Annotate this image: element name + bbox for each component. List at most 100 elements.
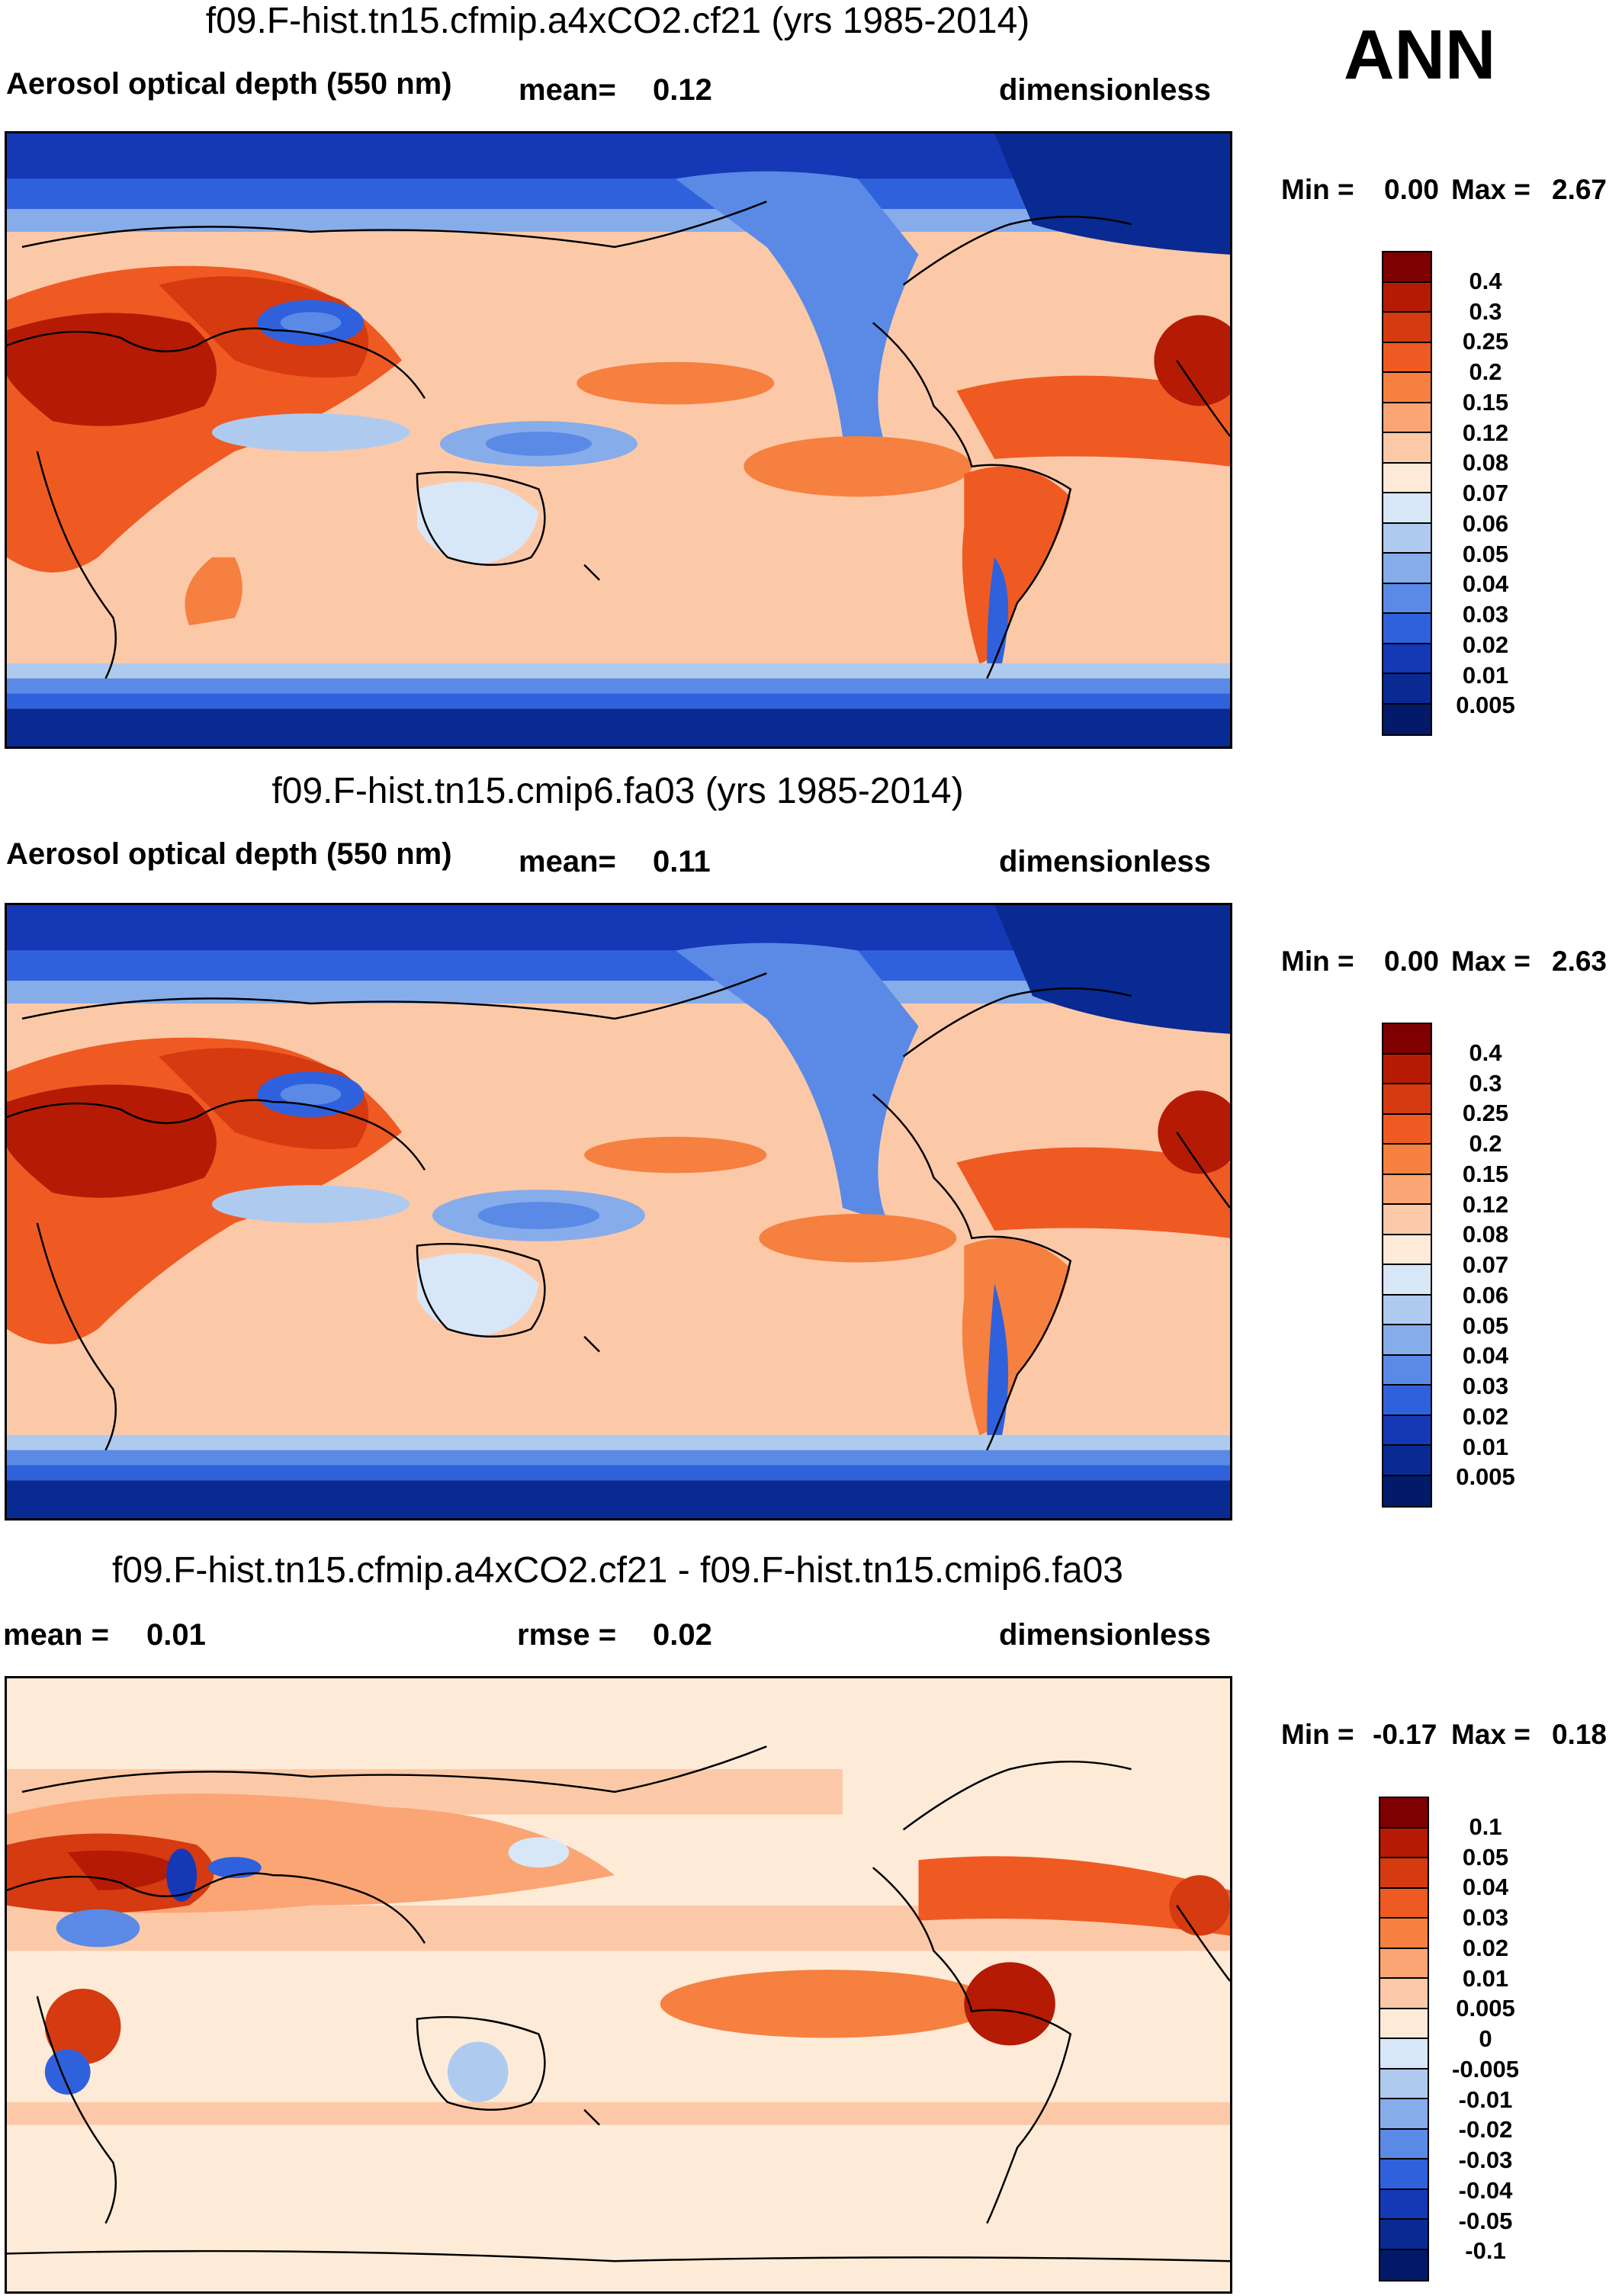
colorbar-label: 0.08	[1462, 449, 1509, 477]
colorbar-label: 0.25	[1462, 328, 1509, 355]
colorbar-swatch	[1383, 1355, 1431, 1386]
colorbar-label: -0.03	[1458, 2147, 1513, 2173]
panel2-min-label: Min =	[1281, 946, 1354, 977]
colorbar-swatch	[1383, 1295, 1431, 1325]
colorbar-label: 0.4	[1469, 267, 1502, 294]
colorbar-swatch	[1383, 1145, 1431, 1175]
colorbar-swatch	[1383, 583, 1431, 614]
panel3-max-value: 0.18	[1552, 1719, 1608, 1750]
panel3-rmse-value: 0.02	[653, 1618, 712, 1652]
colorbar-swatch	[1383, 463, 1431, 493]
colorbar-label: 0.08	[1462, 1221, 1509, 1248]
colorbar-label: 0.05	[1462, 1843, 1509, 1871]
panel3-title: f09.F-hist.tn15.cfmip.a4xCO2.cf21 - f09.…	[112, 1550, 1123, 1591]
colorbar-swatch	[1383, 313, 1431, 343]
colorbar-swatch	[1380, 2009, 1428, 2039]
colorbar-swatch	[1383, 1084, 1431, 1115]
colorbar-label: 0.2	[1469, 358, 1502, 385]
colorbar-swatch	[1383, 403, 1431, 433]
colorbar-swatch	[1383, 1235, 1431, 1265]
panel3-rmse-label: rmse =	[517, 1618, 617, 1652]
panel2-min-value: 0.00	[1384, 946, 1440, 977]
panel2-units: dimensionless	[999, 845, 1211, 878]
colorbar-swatch	[1383, 1265, 1431, 1296]
colorbar-label: 0.02	[1462, 1934, 1509, 1961]
colorbar-swatch	[1383, 523, 1431, 554]
panel2-colorbar-labels: 0.4 0.3 0.25 0.2 0.15 0.12 0.08 0.07 0.06 0.05 0.0…	[1447, 1023, 1524, 1508]
colorbar-label: 0.03	[1462, 601, 1509, 628]
colorbar-label: 0.02	[1462, 1402, 1509, 1430]
colorbar-label: 0.01	[1462, 1433, 1509, 1460]
colorbar-swatch	[1380, 1948, 1428, 1979]
colorbar-label: 0.25	[1462, 1100, 1509, 1127]
colorbar-label: 0.07	[1462, 480, 1509, 506]
panel3-min-label: Min =	[1281, 1719, 1354, 1750]
colorbar-swatch	[1380, 2129, 1428, 2160]
colorbar-label: 0.04	[1462, 1342, 1509, 1370]
panel2-title: f09.F-hist.tn15.cmip6.fa03 (yrs 1985-201…	[271, 771, 964, 811]
panel1-mean-value: 0.12	[653, 73, 712, 107]
panel2-max-label: Max =	[1451, 946, 1530, 977]
colorbar-label: 0.4	[1469, 1039, 1502, 1066]
panel1-title: f09.F-hist.tn15.cfmip.a4xCO2.cf21 (yrs 1…	[205, 1, 1030, 41]
colorbar-label: 0.15	[1462, 388, 1509, 416]
panel1-map	[5, 131, 1232, 749]
colorbar-label: 0.005	[1456, 1463, 1515, 1491]
colorbar-swatch	[1380, 1888, 1428, 1919]
colorbar-label: 0.05	[1462, 540, 1509, 567]
colorbar-swatch	[1380, 1919, 1428, 1949]
panel2-map	[5, 903, 1232, 1520]
colorbar-label: -0.02	[1458, 2116, 1513, 2143]
colorbar-label: 0.05	[1462, 1312, 1509, 1339]
colorbar-label: -0.1	[1465, 2237, 1506, 2265]
colorbar-swatch	[1383, 252, 1431, 283]
colorbar-label: -0.05	[1458, 2207, 1513, 2234]
colorbar-label: 0.07	[1462, 1251, 1509, 1278]
panel2-mean-value: 0.11	[653, 845, 711, 878]
colorbar-swatch	[1380, 2249, 1428, 2280]
panel3-max-label: Max =	[1451, 1719, 1530, 1750]
panel2-mean-label: mean=	[519, 845, 616, 878]
colorbar-swatch	[1383, 674, 1431, 705]
panel3-mean-value: 0.01	[146, 1618, 206, 1652]
panel3-colorbar-labels: 0.1 0.05 0.04 0.03 0.02 0.01 0.005 0 -0.005 -0.01…	[1447, 1797, 1524, 2282]
colorbar-label: 0.12	[1462, 419, 1509, 446]
colorbar-swatch	[1380, 1798, 1428, 1829]
colorbar-swatch	[1380, 2160, 1428, 2190]
panel3-contour-field	[7, 1678, 1230, 2291]
panel3-colorbar	[1379, 1797, 1429, 2282]
colorbar-label: 0.005	[1456, 1995, 1515, 2022]
colorbar-label: -0.04	[1458, 2176, 1513, 2204]
panel1-colorbar	[1382, 251, 1432, 736]
colorbar-swatch	[1383, 554, 1431, 584]
panel2-contour-field	[7, 905, 1230, 1518]
colorbar-swatch	[1380, 2189, 1428, 2220]
colorbar-swatch	[1383, 373, 1431, 403]
panel1-units: dimensionless	[999, 73, 1211, 107]
colorbar-swatch	[1383, 1325, 1431, 1356]
colorbar-label: 0.06	[1462, 509, 1509, 537]
colorbar-label: 0.03	[1462, 1373, 1509, 1399]
colorbar-label: 0.3	[1469, 297, 1502, 325]
colorbar-swatch	[1383, 1476, 1431, 1506]
colorbar-label: 0.01	[1462, 1964, 1509, 1992]
colorbar-swatch	[1383, 614, 1431, 644]
panel1-min-value: 0.00	[1384, 174, 1440, 205]
colorbar-label: 0.02	[1462, 631, 1509, 658]
season-label: ANN	[1344, 16, 1496, 94]
colorbar-label: 0.01	[1462, 661, 1509, 689]
colorbar-label: -0.005	[1452, 2055, 1519, 2082]
colorbar-swatch	[1380, 1979, 1428, 2009]
panel1-min-label: Min =	[1281, 174, 1354, 205]
colorbar-swatch	[1380, 2039, 1428, 2070]
colorbar-swatch	[1383, 433, 1431, 464]
colorbar-label: 0.005	[1456, 692, 1515, 719]
panel3-units: dimensionless	[999, 1618, 1211, 1652]
colorbar-swatch	[1380, 2069, 1428, 2099]
panel1-variable: Aerosol optical depth (550 nm)	[6, 67, 452, 101]
colorbar-swatch	[1383, 493, 1431, 524]
panel2-variable: Aerosol optical depth (550 nm)	[6, 837, 452, 871]
colorbar-swatch	[1383, 1114, 1431, 1145]
panel2-max-value: 2.63	[1552, 946, 1608, 977]
colorbar-swatch	[1380, 1858, 1428, 1889]
